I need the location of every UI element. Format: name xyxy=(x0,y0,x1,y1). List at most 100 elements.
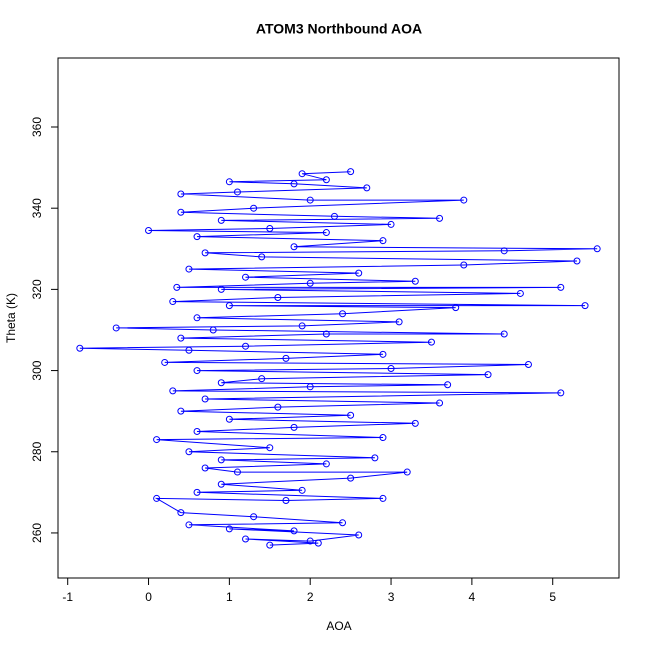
data-point xyxy=(161,358,169,366)
y-axis-label: Theta (K) xyxy=(4,293,18,343)
data-point xyxy=(395,318,403,326)
data-point xyxy=(233,468,241,476)
data-point xyxy=(322,229,330,237)
data-point xyxy=(145,227,153,235)
data-point xyxy=(173,283,181,291)
data-point xyxy=(290,180,298,188)
data-point xyxy=(217,480,225,488)
data-point xyxy=(201,464,209,472)
x-axis-label: AOA xyxy=(326,619,351,633)
data-point xyxy=(322,176,330,184)
data-point xyxy=(347,411,355,419)
data-point xyxy=(169,298,177,306)
data-point xyxy=(593,245,601,253)
data-point xyxy=(355,269,363,277)
data-point xyxy=(484,371,492,379)
data-point xyxy=(266,224,274,232)
y-tick-label: 320 xyxy=(30,279,44,299)
data-point xyxy=(379,494,387,502)
data-point xyxy=(185,521,193,529)
data-point xyxy=(193,488,201,496)
data-point xyxy=(153,494,161,502)
data-point xyxy=(339,519,347,527)
y-tick-label: 280 xyxy=(30,441,44,461)
data-point xyxy=(298,322,306,330)
data-point xyxy=(282,354,290,362)
data-point xyxy=(177,190,185,198)
data-point xyxy=(193,427,201,435)
data-point xyxy=(403,468,411,476)
data-point xyxy=(153,436,161,444)
data-point xyxy=(217,216,225,224)
data-point xyxy=(225,302,233,310)
data-point xyxy=(177,208,185,216)
data-point xyxy=(266,541,274,549)
data-point xyxy=(347,168,355,176)
data-point xyxy=(201,395,209,403)
data-point xyxy=(371,454,379,462)
data-point xyxy=(330,212,338,220)
data-point xyxy=(306,196,314,204)
data-point xyxy=(290,423,298,431)
x-tick-label: 2 xyxy=(307,590,314,604)
x-tick-label: -1 xyxy=(62,590,73,604)
data-point xyxy=(500,247,508,255)
data-point xyxy=(387,365,395,373)
data-point xyxy=(242,273,250,281)
chart-title: ATOM3 Northbound AOA xyxy=(256,21,422,37)
data-point xyxy=(185,265,193,273)
data-point xyxy=(322,460,330,468)
data-point xyxy=(274,294,282,302)
data-point xyxy=(379,237,387,245)
data-point xyxy=(427,338,435,346)
data-point xyxy=(169,387,177,395)
data-point xyxy=(557,283,565,291)
data-point xyxy=(76,344,84,352)
data-point xyxy=(217,285,225,293)
data-point xyxy=(217,456,225,464)
data-point xyxy=(411,419,419,427)
data-point xyxy=(573,257,581,265)
data-point xyxy=(225,178,233,186)
data-point xyxy=(258,375,266,383)
data-point xyxy=(363,184,371,192)
data-point xyxy=(379,434,387,442)
x-tick-label: 5 xyxy=(549,590,556,604)
data-point xyxy=(306,279,314,287)
data-point xyxy=(274,403,282,411)
data-point xyxy=(217,379,225,387)
data-point xyxy=(452,304,460,312)
data-point xyxy=(242,535,250,543)
data-point xyxy=(306,537,314,545)
data-point xyxy=(233,188,241,196)
data-point xyxy=(387,220,395,228)
data-point xyxy=(460,261,468,269)
x-tick-label: 3 xyxy=(388,590,395,604)
data-point xyxy=(411,277,419,285)
data-point xyxy=(355,531,363,539)
data-point xyxy=(258,253,266,261)
data-point xyxy=(516,289,524,297)
data-point xyxy=(193,367,201,375)
data-point xyxy=(282,496,290,504)
y-tick-label: 260 xyxy=(30,523,44,543)
plot-box xyxy=(57,57,620,579)
data-point xyxy=(266,444,274,452)
data-point xyxy=(250,513,258,521)
data-point xyxy=(436,214,444,222)
data-point xyxy=(298,170,306,178)
data-point xyxy=(225,525,233,533)
data-point xyxy=(314,539,322,547)
data-point xyxy=(177,407,185,415)
data-point xyxy=(460,196,468,204)
data-point xyxy=(185,448,193,456)
x-tick-label: 0 xyxy=(145,590,152,604)
data-point xyxy=(225,415,233,423)
y-tick-label: 300 xyxy=(30,360,44,380)
data-point xyxy=(581,302,589,310)
data-point xyxy=(436,399,444,407)
data-point xyxy=(298,486,306,494)
x-tick-label: 4 xyxy=(469,590,476,604)
y-tick-label: 340 xyxy=(30,198,44,218)
